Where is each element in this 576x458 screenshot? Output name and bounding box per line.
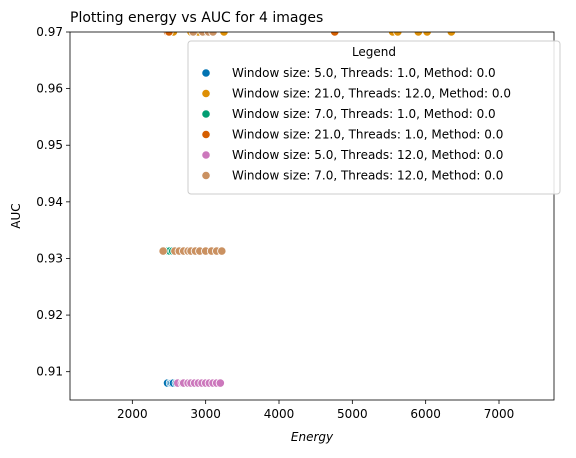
legend-marker (202, 130, 210, 138)
legend-label: Window size: 7.0, Threads: 12.0, Method:… (232, 169, 503, 183)
x-tick-label: 3000 (190, 407, 221, 421)
legend-label: Window size: 7.0, Threads: 1.0, Method: … (232, 107, 496, 121)
y-tick-label: 0.91 (36, 365, 63, 379)
y-tick-label: 0.97 (36, 25, 63, 39)
y-tick-label: 0.95 (36, 138, 63, 152)
data-point-s5-11 (218, 247, 226, 255)
x-axis-label: Energy (291, 430, 334, 444)
x-tick-label: 5000 (337, 407, 368, 421)
y-axis-label: AUC (9, 203, 23, 228)
legend-label: Window size: 21.0, Threads: 12.0, Method… (232, 87, 511, 101)
legend-marker (202, 151, 210, 159)
x-tick-label: 4000 (264, 407, 295, 421)
y-tick-label: 0.96 (36, 82, 63, 96)
legend-marker (202, 89, 210, 97)
x-tick-label: 2000 (117, 407, 148, 421)
legend-marker (202, 110, 210, 118)
legend-label: Window size: 5.0, Threads: 12.0, Method:… (232, 148, 503, 162)
y-tick-label: 0.93 (36, 251, 63, 265)
legend-label: Window size: 21.0, Threads: 1.0, Method:… (232, 128, 503, 142)
legend: Legend Window size: 5.0, Threads: 1.0, M… (188, 41, 560, 194)
y-tick-label: 0.92 (36, 308, 63, 322)
legend-marker (202, 171, 210, 179)
legend-marker (202, 69, 210, 77)
x-tick-label: 7000 (484, 407, 515, 421)
legend-label: Window size: 5.0, Threads: 1.0, Method: … (232, 66, 496, 80)
chart-title: Plotting energy vs AUC for 4 images (70, 10, 323, 26)
x-tick-label: 6000 (410, 407, 441, 421)
data-point-s4-12 (216, 379, 224, 387)
data-point-s5-0 (159, 247, 167, 255)
legend-title: Legend (352, 45, 396, 59)
y-tick-label: 0.94 (36, 195, 63, 209)
